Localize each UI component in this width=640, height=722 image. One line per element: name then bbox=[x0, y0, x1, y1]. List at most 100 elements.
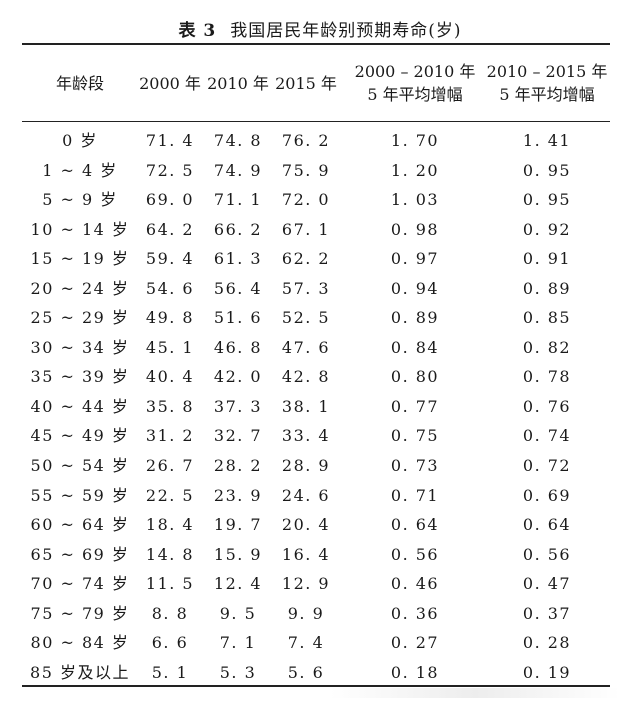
header-2015-label: 2015 年 bbox=[275, 73, 337, 93]
value-2015-cell: 57. 3 bbox=[281, 278, 331, 298]
value-2015-cell: 5. 6 bbox=[287, 662, 325, 682]
value-2015-cell: 12. 9 bbox=[281, 574, 331, 594]
value-2000-cell: 31. 2 bbox=[145, 426, 195, 446]
value-2010-cell: 51. 6 bbox=[213, 308, 263, 328]
value-2000-cell: 6. 6 bbox=[151, 633, 189, 653]
table-title: 我国居民年龄别预期寿命(岁) bbox=[230, 21, 462, 41]
value-2010-cell: 46. 8 bbox=[213, 337, 263, 357]
table-header: 年龄段 2000 年 2010 年 2015 年 2000 – 2010 年 5… bbox=[22, 45, 610, 121]
header-2000: 2000 年 bbox=[136, 45, 204, 121]
increase-2000-2010-cell: 0. 18 bbox=[390, 662, 440, 682]
value-2000-cell: 35. 8 bbox=[145, 396, 195, 416]
table-row: 75 ~ 79 岁 8. 8 9. 5 9. 9 0. 36 0. 37 bbox=[22, 599, 610, 629]
header-increase-2000-2010-line2: 5 年平均增幅 bbox=[367, 85, 463, 104]
value-2015-cell: 33. 4 bbox=[281, 426, 331, 446]
table-row: 85 岁及以上 5. 1 5. 3 5. 6 0. 18 0. 19 bbox=[22, 658, 610, 688]
age-group-cell: 5 ~ 9 岁 bbox=[42, 190, 118, 210]
value-2000-cell: 72. 5 bbox=[145, 160, 195, 180]
increase-2010-2015-cell: 0. 76 bbox=[522, 396, 572, 416]
header-increase-2000-2010-line1: 2000 – 2010 年 bbox=[354, 62, 476, 81]
table-row: 30 ~ 34 岁 45. 1 46. 8 47. 6 0. 84 0. 82 bbox=[22, 333, 610, 363]
increase-2000-2010-cell: 0. 73 bbox=[390, 456, 440, 476]
age-group-cell: 25 ~ 29 岁 bbox=[30, 308, 130, 328]
increase-2010-2015-cell: 0. 78 bbox=[522, 367, 572, 387]
increase-2000-2010-cell: 0. 27 bbox=[390, 633, 440, 653]
increase-2000-2010-cell: 0. 77 bbox=[390, 396, 440, 416]
increase-2000-2010-cell: 0. 84 bbox=[390, 337, 440, 357]
value-2000-cell: 59. 4 bbox=[145, 249, 195, 269]
increase-2010-2015-cell: 0. 91 bbox=[522, 249, 572, 269]
increase-2010-2015-cell: 0. 92 bbox=[522, 219, 572, 239]
increase-2010-2015-cell: 0. 95 bbox=[522, 190, 572, 210]
value-2010-cell: 74. 8 bbox=[213, 131, 263, 150]
value-2010-cell: 42. 0 bbox=[213, 367, 263, 387]
value-2000-cell: 8. 8 bbox=[151, 603, 189, 623]
increase-2010-2015-cell: 0. 89 bbox=[522, 278, 572, 298]
age-group-cell: 45 ~ 49 岁 bbox=[30, 426, 130, 446]
age-group-cell: 35 ~ 39 岁 bbox=[30, 367, 130, 387]
value-2000-cell: 26. 7 bbox=[145, 456, 195, 476]
increase-2010-2015-cell: 0. 74 bbox=[522, 426, 572, 446]
value-2000-cell: 71. 4 bbox=[145, 131, 195, 150]
table-row: 55 ~ 59 岁 22. 5 23. 9 24. 6 0. 71 0. 69 bbox=[22, 481, 610, 511]
table-row: 15 ~ 19 岁 59. 4 61. 3 62. 2 0. 97 0. 91 bbox=[22, 244, 610, 274]
bottom-rule bbox=[22, 685, 610, 687]
increase-2010-2015-cell: 0. 56 bbox=[522, 544, 572, 564]
value-2000-cell: 49. 8 bbox=[145, 308, 195, 328]
header-2010-label: 2010 年 bbox=[207, 73, 269, 93]
age-group-cell: 20 ~ 24 岁 bbox=[30, 278, 130, 298]
header-increase-2010-2015-line1: 2010 – 2015 年 bbox=[486, 62, 608, 81]
increase-2000-2010-cell: 0. 71 bbox=[390, 485, 440, 505]
table-row: 80 ~ 84 岁 6. 6 7. 1 7. 4 0. 27 0. 28 bbox=[22, 628, 610, 658]
value-2010-cell: 19. 7 bbox=[213, 515, 263, 535]
table-number: 表 3 bbox=[178, 21, 217, 41]
value-2015-cell: 28. 9 bbox=[281, 456, 331, 476]
header-2010: 2010 年 bbox=[204, 45, 272, 121]
value-2015-cell: 9. 9 bbox=[287, 603, 325, 623]
value-2010-cell: 61. 3 bbox=[213, 249, 263, 269]
table-row: 40 ~ 44 岁 35. 8 37. 3 38. 1 0. 77 0. 76 bbox=[22, 392, 610, 422]
age-group-cell: 70 ~ 74 岁 bbox=[30, 574, 130, 594]
increase-2000-2010-cell: 1. 20 bbox=[390, 160, 440, 180]
table-row: 60 ~ 64 岁 18. 4 19. 7 20. 4 0. 64 0. 64 bbox=[22, 510, 610, 540]
value-2015-cell: 7. 4 bbox=[287, 633, 325, 653]
increase-2010-2015-cell: 0. 47 bbox=[522, 574, 572, 594]
value-2015-cell: 67. 1 bbox=[281, 219, 331, 239]
table-row: 10 ~ 14 岁 64. 2 66. 2 67. 1 0. 98 0. 92 bbox=[22, 215, 610, 245]
table-row: 45 ~ 49 岁 31. 2 32. 7 33. 4 0. 75 0. 74 bbox=[22, 421, 610, 451]
increase-2010-2015-cell: 0. 85 bbox=[522, 308, 572, 328]
value-2010-cell: 15. 9 bbox=[213, 544, 263, 564]
value-2000-cell: 14. 8 bbox=[145, 544, 195, 564]
value-2000-cell: 69. 0 bbox=[145, 190, 195, 210]
value-2000-cell: 22. 5 bbox=[145, 485, 195, 505]
table-row: 5 ~ 9 岁 69. 0 71. 1 72. 0 1. 03 0. 95 bbox=[22, 185, 610, 215]
value-2015-cell: 62. 2 bbox=[281, 249, 331, 269]
value-2010-cell: 7. 1 bbox=[219, 633, 257, 653]
increase-2000-2010-cell: 0. 98 bbox=[390, 219, 440, 239]
age-group-cell: 0 岁 bbox=[62, 131, 98, 150]
header-rule bbox=[22, 121, 610, 122]
age-group-cell: 85 岁及以上 bbox=[30, 662, 130, 682]
increase-2000-2010-cell: 1. 03 bbox=[390, 190, 440, 210]
age-group-cell: 10 ~ 14 岁 bbox=[30, 219, 130, 239]
increase-2010-2015-cell: 1. 41 bbox=[522, 131, 572, 150]
header-increase-2010-2015-line2: 5 年平均增幅 bbox=[499, 85, 595, 104]
scan-artifact bbox=[330, 688, 620, 698]
value-2015-cell: 24. 6 bbox=[281, 485, 331, 505]
value-2015-cell: 16. 4 bbox=[281, 544, 331, 564]
increase-2010-2015-cell: 0. 82 bbox=[522, 337, 572, 357]
value-2015-cell: 72. 0 bbox=[281, 190, 331, 210]
increase-2000-2010-cell: 0. 80 bbox=[390, 367, 440, 387]
table-row: 25 ~ 29 岁 49. 8 51. 6 52. 5 0. 89 0. 85 bbox=[22, 303, 610, 333]
value-2000-cell: 11. 5 bbox=[145, 574, 195, 594]
value-2015-cell: 20. 4 bbox=[281, 515, 331, 535]
increase-2000-2010-cell: 0. 75 bbox=[390, 426, 440, 446]
value-2010-cell: 71. 1 bbox=[213, 190, 263, 210]
value-2015-cell: 47. 6 bbox=[281, 337, 331, 357]
increase-2010-2015-cell: 0. 69 bbox=[522, 485, 572, 505]
table-row: 20 ~ 24 岁 54. 6 56. 4 57. 3 0. 94 0. 89 bbox=[22, 274, 610, 304]
table-body: 0 岁 71. 4 74. 8 76. 2 1. 70 1. 41 1 ~ 4 岁 72. 5… bbox=[22, 126, 610, 687]
table-row: 50 ~ 54 岁 26. 7 28. 2 28. 9 0. 73 0. 72 bbox=[22, 451, 610, 481]
table-row: 35 ~ 39 岁 40. 4 42. 0 42. 8 0. 80 0. 78 bbox=[22, 362, 610, 392]
value-2000-cell: 5. 1 bbox=[151, 662, 189, 682]
